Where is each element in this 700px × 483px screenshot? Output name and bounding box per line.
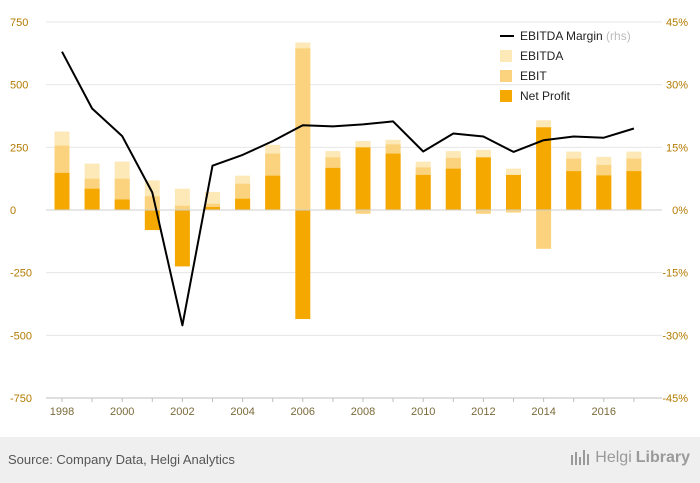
net-profit-bar-2007: [325, 167, 341, 210]
legend-swatch-ebit: [500, 70, 512, 82]
x-tick-label: 2006: [291, 406, 315, 418]
net-profit-bar-2006: [295, 210, 311, 320]
legend: EBITDA Margin (rhs) EBITDA EBIT Net Profit: [500, 29, 631, 103]
net-profit-bar-2010: [415, 174, 431, 210]
ebit-bar-2002: [174, 205, 190, 210]
net-profit-bar-2005: [265, 175, 281, 210]
brand-regular: Helgi: [595, 449, 632, 466]
ebitda-bar-2002: [174, 188, 190, 210]
brand-logo: Helgi Library: [569, 449, 690, 467]
combo-chart: 750 500 250 0 -250 -500 -750 45% 30% 15% 0% -15% -3…: [10, 17, 688, 418]
source-note: Source: Company Data, Helgi Analytics: [8, 452, 235, 467]
net-profit-bar-2003: [205, 206, 220, 210]
left-tick-label: 750: [10, 17, 28, 29]
net-profit-bars: [54, 127, 642, 320]
legend-label-ebitda: EBITDA: [520, 49, 563, 63]
net-profit-bar-1999: [84, 188, 100, 210]
left-tick-label: 500: [10, 80, 28, 92]
ebit-bar-2001: [144, 196, 160, 210]
x-tick-label: 2008: [351, 406, 375, 418]
x-tick-label: 2010: [411, 406, 435, 418]
x-tick-label: 2002: [170, 406, 194, 418]
legend-label-ebit: EBIT: [520, 69, 547, 83]
brand-icon: [571, 450, 590, 465]
legend-swatch-ebitda: [500, 50, 512, 62]
left-tick-label: 250: [10, 142, 28, 154]
net-profit-bar-2017: [626, 171, 642, 210]
ebit-bar-2006: [295, 48, 311, 210]
brand-bold: Library: [635, 449, 690, 466]
net-profit-bar-2009: [385, 153, 401, 210]
net-profit-bar-2004: [235, 198, 251, 210]
left-tick-label: -500: [10, 330, 32, 342]
ebit-bar-2013: [506, 210, 521, 213]
left-tick-label: -750: [10, 393, 32, 405]
left-axis: 750 500 250 0 -250 -500 -750: [10, 17, 32, 405]
ebit-bar-2008: [355, 210, 371, 214]
ebitda-margin-line: [61, 51, 635, 327]
right-tick-label: 15%: [666, 142, 688, 154]
ebit-bar-2012: [475, 210, 491, 214]
net-profit-bar-1998: [54, 172, 70, 210]
right-tick-label: -45%: [662, 393, 688, 405]
x-tick-label: 2004: [230, 406, 254, 418]
net-profit-bar-2011: [445, 168, 461, 210]
legend-label-net-profit: Net Profit: [520, 89, 571, 103]
net-profit-bar-2008: [355, 147, 371, 210]
right-tick-label: 30%: [666, 80, 688, 92]
right-tick-label: 0%: [672, 205, 688, 217]
net-profit-bar-2000: [114, 199, 130, 210]
right-tick-label: -15%: [662, 268, 688, 280]
ebit-bars: [54, 48, 642, 249]
net-profit-bar-2016: [596, 175, 612, 210]
net-profit-bar-2015: [566, 171, 582, 210]
x-tick-label: 1998: [50, 406, 74, 418]
x-tick-label: 2012: [471, 406, 495, 418]
net-profit-bar-2013: [506, 174, 521, 210]
net-profit-bar-2014: [536, 127, 552, 210]
legend-label-ebitda-margin: EBITDA Margin (rhs): [520, 29, 631, 43]
net-profit-bar-2002: [174, 210, 190, 267]
x-tick-label: 2000: [110, 406, 134, 418]
x-axis: 1998 2000 2002 2004 2006 2008 2010 2012 2014 2016: [46, 397, 662, 418]
net-profit-bar-2012: [475, 157, 491, 210]
left-tick-label: 0: [10, 205, 16, 217]
right-tick-label: -30%: [662, 330, 688, 342]
left-tick-label: -250: [10, 268, 32, 280]
legend-swatch-net-profit: [500, 90, 512, 102]
right-axis: 45% 30% 15% 0% -15% -30% -45%: [662, 17, 688, 405]
x-tick-label: 2014: [531, 406, 555, 418]
legend-label-suffix: (rhs): [603, 29, 631, 43]
ebitda-margin-polyline: [61, 51, 635, 327]
x-tick-label: 2016: [592, 406, 616, 418]
net-profit-bar-2001: [144, 210, 160, 231]
ebit-bar-2003: [205, 203, 220, 210]
right-tick-label: 45%: [666, 17, 688, 29]
ebit-bar-2014: [536, 210, 552, 249]
